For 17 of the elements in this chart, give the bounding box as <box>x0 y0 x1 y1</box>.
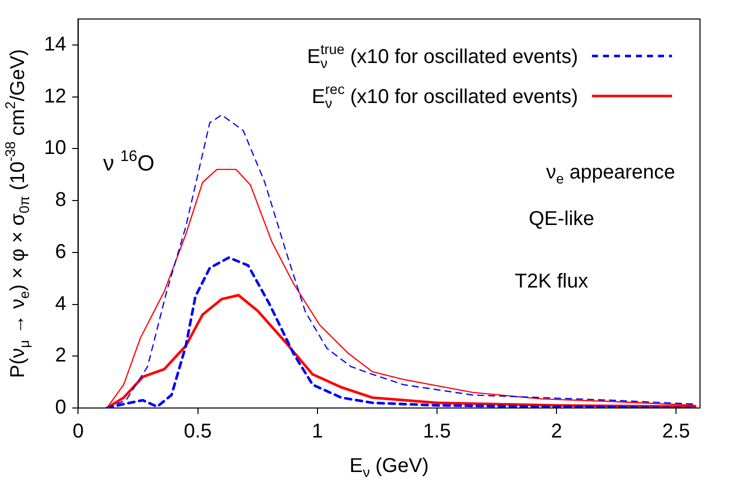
y-tick-label: 6 <box>55 240 66 263</box>
y-tick-label: 0 <box>55 396 66 419</box>
y-tick-label: 10 <box>44 137 66 160</box>
y-tick-label: 14 <box>44 33 66 56</box>
y-tick-label: 2 <box>55 344 66 367</box>
text: P(νμ → νe) × φ × σ0π (10-38 cm2/GeV) <box>2 49 32 378</box>
x-tick-label: 1 <box>312 420 323 443</box>
y-tick-label: 8 <box>55 189 66 212</box>
y-tick-label: 4 <box>55 292 66 315</box>
x-tick-label: 0 <box>72 420 84 443</box>
annotation: T2K flux <box>514 270 588 292</box>
x-tick-label: 1.5 <box>423 420 451 443</box>
x-tick-label: 2 <box>550 420 562 443</box>
annotation: QE-like <box>528 208 594 230</box>
y-tick-label: 12 <box>44 85 66 108</box>
x-tick-label: 0.5 <box>184 420 212 443</box>
x-tick-label: 2.5 <box>662 420 690 443</box>
